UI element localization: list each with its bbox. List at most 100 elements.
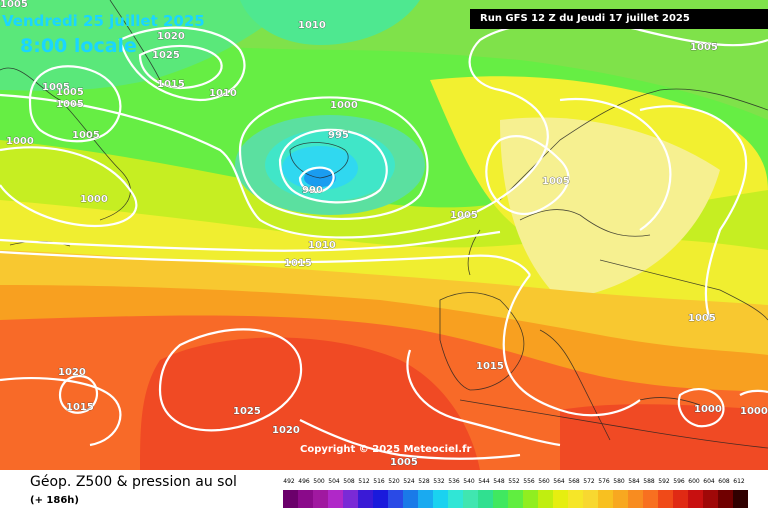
isobar-label: 1025	[152, 50, 180, 61]
scale-swatch	[598, 490, 613, 508]
isobar-label: 1025	[233, 406, 261, 417]
scale-swatch	[343, 490, 358, 508]
isobar-label: 1015	[476, 361, 504, 372]
isobar-label: 1005	[688, 313, 716, 324]
scale-value-label: 600	[688, 478, 700, 485]
isobar-label: 1015	[66, 402, 94, 413]
scale-swatch	[538, 490, 553, 508]
scale-swatch	[733, 490, 748, 508]
scale-value-label: 604	[703, 478, 715, 485]
isobar-label: 1005	[0, 0, 28, 10]
scale-value-label: 536	[448, 478, 460, 485]
scale-value-label: 516	[373, 478, 385, 485]
isobar-label: 1020	[272, 425, 300, 436]
isobar-label: 1010	[308, 240, 336, 251]
scale-value-label: 588	[643, 478, 655, 485]
scale-swatch	[568, 490, 583, 508]
scale-swatch	[493, 490, 508, 508]
scale-swatch	[283, 490, 298, 508]
scale-value-label: 564	[553, 478, 565, 485]
scale-swatch	[373, 490, 388, 508]
scale-value-label: 500	[313, 478, 325, 485]
scale-value-label: 520	[388, 478, 400, 485]
isobar-label: 1005	[690, 42, 718, 53]
scale-swatch	[478, 490, 493, 508]
scale-value-label: 576	[598, 478, 610, 485]
scale-swatch	[628, 490, 643, 508]
scale-value-label: 508	[343, 478, 355, 485]
scale-value-label: 528	[418, 478, 430, 485]
scale-value-label: 504	[328, 478, 340, 485]
isobar-label: 1010	[298, 20, 326, 31]
scale-swatch	[613, 490, 628, 508]
scale-swatch	[643, 490, 658, 508]
scale-value-label: 572	[583, 478, 595, 485]
isobar-label: 1000	[740, 406, 768, 417]
isobar-label: 1015	[284, 258, 312, 269]
scale-value-label: 544	[478, 478, 490, 485]
scale-value-label: 492	[283, 478, 295, 485]
color-scale-legend: 492 496 500 504 508 512 516 520 524 528 532 536 540 5…	[283, 478, 751, 510]
isobar-label: 1010	[209, 88, 237, 99]
map-canvas: 1005 1010 1020 1025 1015 1010 1005 1005 …	[0, 0, 768, 470]
scale-value-label: 524	[403, 478, 415, 485]
weather-map: 1005 1010 1020 1025 1015 1010 1005 1005 …	[0, 0, 768, 470]
scale-value-label: 556	[523, 478, 535, 485]
isobar-label: 1020	[157, 31, 185, 42]
scale-value-label: 568	[568, 478, 580, 485]
isobar-label: 1000	[330, 100, 358, 111]
isobar-label: 990	[302, 185, 323, 196]
scale-swatch	[718, 490, 733, 508]
isobar-label: 1000	[6, 136, 34, 147]
isobar-label: 1000	[80, 194, 108, 205]
scale-value-label: 496	[298, 478, 310, 485]
scale-value-label: 512	[358, 478, 370, 485]
scale-swatch	[448, 490, 463, 508]
scale-swatch	[418, 490, 433, 508]
scale-value-label: 612	[733, 478, 745, 485]
scale-swatch	[673, 490, 688, 508]
scale-swatch	[358, 490, 373, 508]
scale-swatch	[328, 490, 343, 508]
scale-swatch	[523, 490, 538, 508]
map-title: Géop. Z500 & pression au sol	[30, 474, 237, 490]
isobar-label: 1005	[72, 130, 100, 141]
scale-swatch	[463, 490, 478, 508]
scale-value-label: 540	[463, 478, 475, 485]
scale-swatch	[388, 490, 403, 508]
scale-value-label: 596	[673, 478, 685, 485]
isobar-label: 1005	[56, 87, 84, 98]
scale-value-label: 592	[658, 478, 670, 485]
forecast-date: Vendredi 25 juillet 2025	[2, 12, 205, 30]
isobar-labels: 1005 1010 1020 1025 1015 1010 1005 1005 …	[0, 0, 768, 468]
run-title-bar: Run GFS 12 Z du Jeudi 17 juillet 2025	[470, 9, 768, 29]
isobar-label: 1005	[542, 176, 570, 187]
scale-value-label: 532	[433, 478, 445, 485]
scale-value-label: 608	[718, 478, 730, 485]
forecast-time: 8:00 locale	[20, 35, 137, 57]
scale-swatch	[403, 490, 418, 508]
isobar-label: 995	[328, 130, 349, 141]
scale-swatch	[658, 490, 673, 508]
scale-value-label: 580	[613, 478, 625, 485]
isobar-label: 1000	[694, 404, 722, 415]
isobar-label: 1015	[157, 79, 185, 90]
isobar-label: 1005	[390, 457, 418, 468]
scale-swatch	[508, 490, 523, 508]
scale-value-label: 548	[493, 478, 505, 485]
isobar-label: 1005	[450, 210, 478, 221]
scale-swatch	[703, 490, 718, 508]
forecast-offset: (+ 186h)	[30, 495, 79, 506]
scale-swatch	[583, 490, 598, 508]
scale-value-label: 552	[508, 478, 520, 485]
isobar-label: 1020	[58, 367, 86, 378]
scale-swatch	[313, 490, 328, 508]
isobar-label: 1005	[42, 82, 70, 93]
scale-value-label: 584	[628, 478, 640, 485]
scale-swatch	[688, 490, 703, 508]
scale-swatch	[298, 490, 313, 508]
scale-swatch	[553, 490, 568, 508]
scale-value-label: 560	[538, 478, 550, 485]
isobar-label: 1005	[56, 99, 84, 110]
run-title: Run GFS 12 Z du Jeudi 17 juillet 2025	[480, 13, 690, 24]
